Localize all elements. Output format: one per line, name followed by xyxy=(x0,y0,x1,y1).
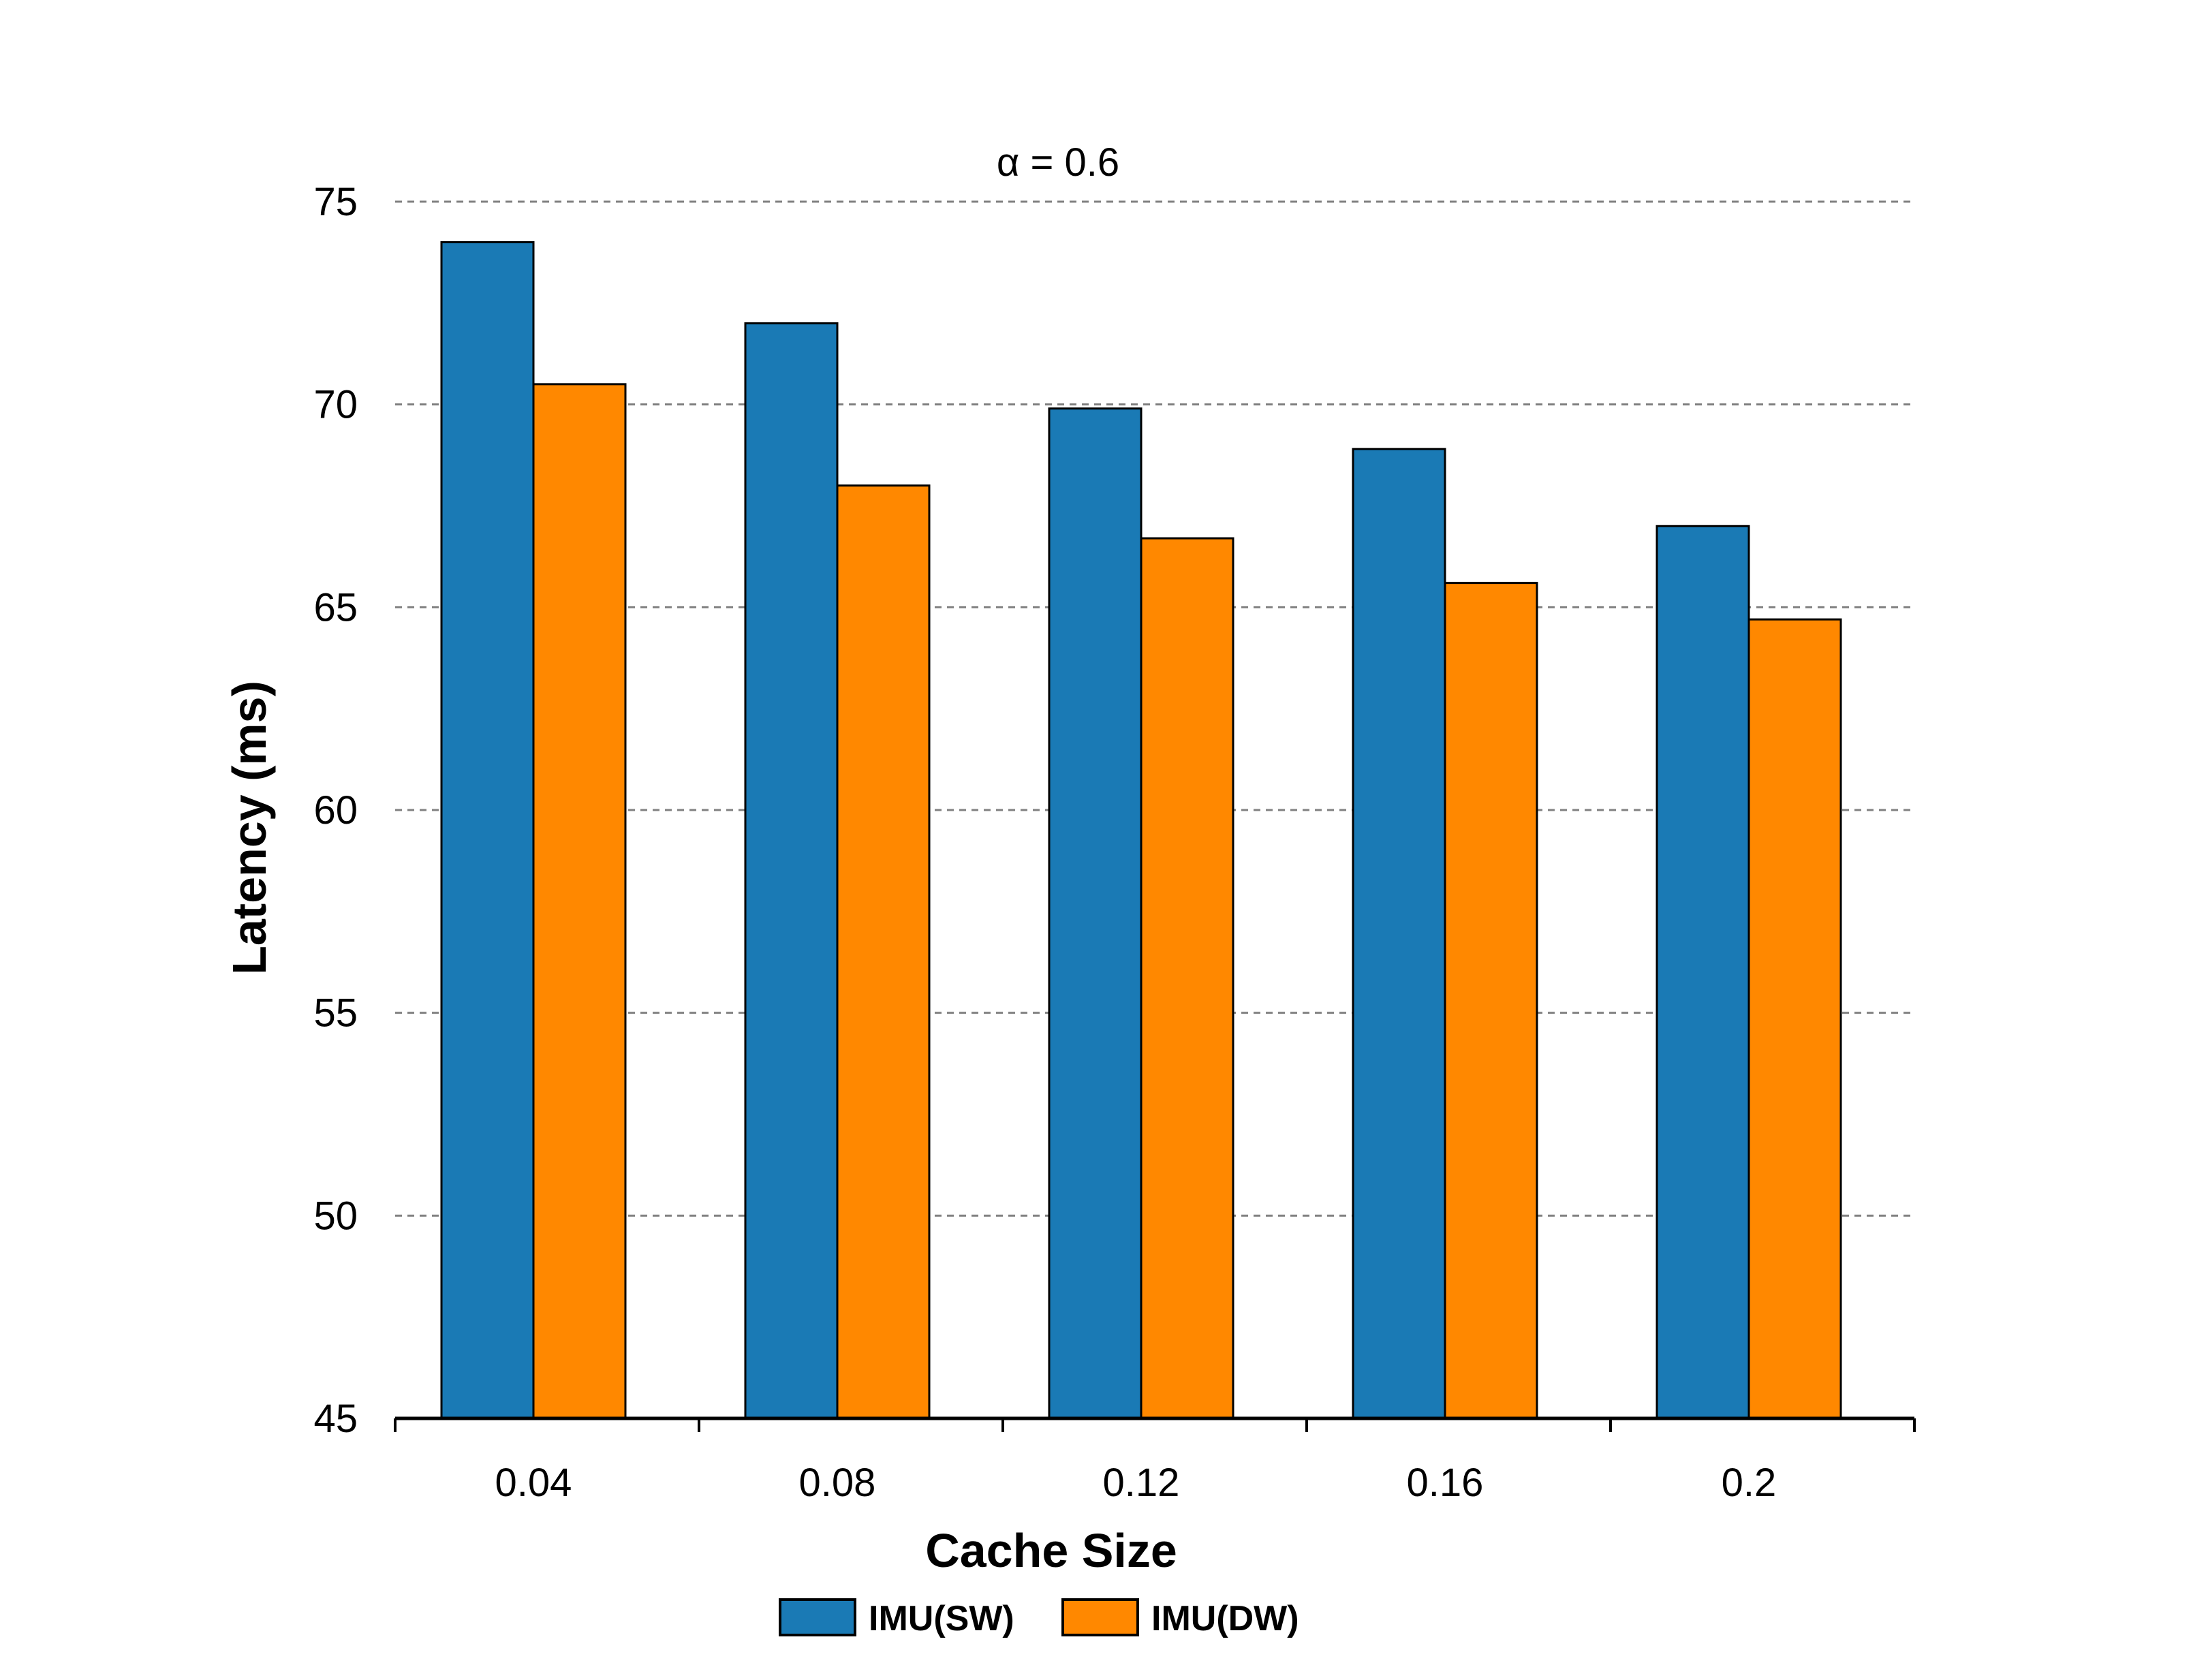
bar-sw-0-08 xyxy=(744,322,839,1420)
x-axis-title: Cache Size xyxy=(925,1524,1177,1577)
y-tick-label: 45 xyxy=(313,1397,358,1441)
chart-title: α = 0.6 xyxy=(997,140,1119,185)
legend: IMU(SW) IMU(DW) xyxy=(779,1598,1299,1638)
bar-dw-0-12 xyxy=(1140,537,1234,1420)
legend-swatch-dw xyxy=(1061,1598,1139,1636)
bar-dw-0-16 xyxy=(1444,582,1538,1420)
labels-layer: α = 0.6 Cache Size Latency (ms) 45 50 55 60… xyxy=(223,140,1776,1577)
bar-sw-0-16 xyxy=(1352,448,1446,1420)
y-tick-label: 75 xyxy=(313,180,358,224)
y-tick-label: 65 xyxy=(313,585,358,629)
bar-sw-0-12 xyxy=(1048,407,1143,1420)
y-tick-label: 55 xyxy=(313,991,358,1036)
bar-sw-0-04 xyxy=(440,241,535,1420)
bar-sw-0-2 xyxy=(1656,525,1750,1420)
y-axis-title: Latency (ms) xyxy=(223,681,276,975)
legend-label-dw: IMU(DW) xyxy=(1151,1599,1299,1638)
x-tick-label: 0.2 xyxy=(1722,1461,1777,1505)
legend-swatch-sw xyxy=(779,1598,856,1636)
axes-layer xyxy=(394,1416,1916,1432)
x-tick-label: 0.08 xyxy=(799,1461,876,1505)
bar-dw-0-2 xyxy=(1747,618,1842,1420)
y-tick-label: 70 xyxy=(313,383,358,427)
y-tick-label: 50 xyxy=(313,1194,358,1238)
x-tick-label: 0.16 xyxy=(1407,1461,1484,1505)
bar-dw-0-04 xyxy=(532,383,627,1420)
bars-layer xyxy=(440,241,1842,1420)
x-tick-label: 0.12 xyxy=(1103,1461,1180,1505)
bar-dw-0-08 xyxy=(836,484,931,1420)
x-tick-label: 0.04 xyxy=(495,1461,572,1505)
y-tick-label: 60 xyxy=(313,788,358,833)
legend-label-sw: IMU(SW) xyxy=(869,1599,1014,1638)
